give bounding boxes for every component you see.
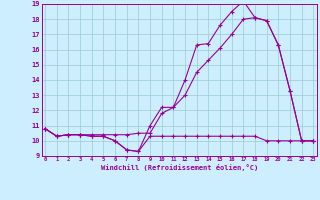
X-axis label: Windchill (Refroidissement éolien,°C): Windchill (Refroidissement éolien,°C) — [100, 164, 258, 171]
